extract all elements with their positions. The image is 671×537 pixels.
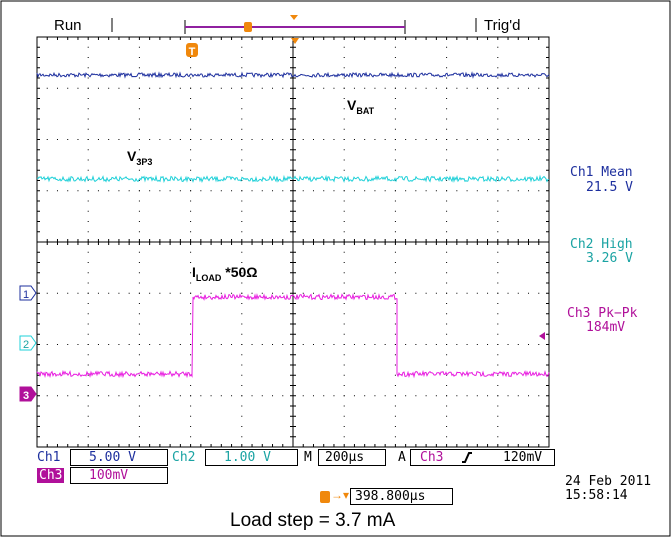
time-label: 15:58:14 (565, 488, 628, 503)
ch2-scale-box[interactable]: 1.00 V (205, 449, 298, 466)
date-label: 24 Feb 2011 (565, 474, 652, 489)
ch2-waveform (36, 174, 550, 184)
trigger-mode: A (398, 450, 406, 465)
measurement-ch3-value: 184mV (586, 320, 626, 335)
ch1-scale-box[interactable]: 5.00 V (70, 449, 168, 466)
v3p3-label: V3P3 (127, 148, 153, 167)
timebase-box[interactable]: 200µs (318, 449, 386, 466)
svg-text:T: T (189, 46, 196, 58)
trigger-position-icon-small (320, 491, 330, 503)
svg-text:3: 3 (23, 390, 29, 402)
measurement-ch2-value: 3.26 V (586, 251, 633, 266)
trigger-position-box[interactable]: 398.800µs (350, 488, 453, 505)
svg-text:2: 2 (23, 339, 29, 351)
ch1-settings-label[interactable]: Ch1 (37, 450, 61, 465)
iload-label: ILOAD *50Ω (192, 264, 258, 283)
ch3-settings-label[interactable]: Ch3 (37, 468, 65, 483)
measurement-ch3-label: Ch3 Pk−Pk (567, 306, 638, 321)
measurement-ch2-label: Ch2 High (570, 237, 633, 252)
ch2-marker-icon[interactable]: 2 (19, 335, 37, 351)
measurement-ch1-label: Ch1 Mean (570, 165, 633, 180)
vbat-label: VBAT (347, 97, 375, 116)
trigger-arrow-icon: →▾ (331, 488, 350, 502)
trigger-level-icon (539, 332, 545, 340)
ch1-marker-icon[interactable]: 1 (19, 285, 37, 301)
trigger-status: Trig'd (484, 17, 521, 34)
trigger-settings-box[interactable] (410, 449, 555, 466)
ch2-settings-label[interactable]: Ch2 (172, 450, 196, 465)
trigger-level: 120mV (503, 450, 543, 465)
rising-edge-icon (462, 452, 472, 463)
trigger-channel: Ch3 (420, 450, 444, 465)
measurement-ch1-value: 21.5 V (586, 180, 633, 195)
ch3-waveform (36, 292, 550, 379)
graticule (36, 36, 550, 448)
record-window-bracket[interactable] (184, 15, 406, 34)
ch3-scale-box[interactable]: 100mV (70, 467, 168, 484)
run-status: Run (54, 17, 82, 34)
ch3-marker-icon[interactable]: 3 (19, 386, 37, 402)
timebase-prefix: M (304, 450, 312, 465)
trigger-position-icon: T (186, 38, 299, 58)
caption: Load step = 3.7 mA (230, 510, 396, 531)
svg-text:1: 1 (23, 289, 29, 301)
ch1-waveform (36, 71, 550, 79)
